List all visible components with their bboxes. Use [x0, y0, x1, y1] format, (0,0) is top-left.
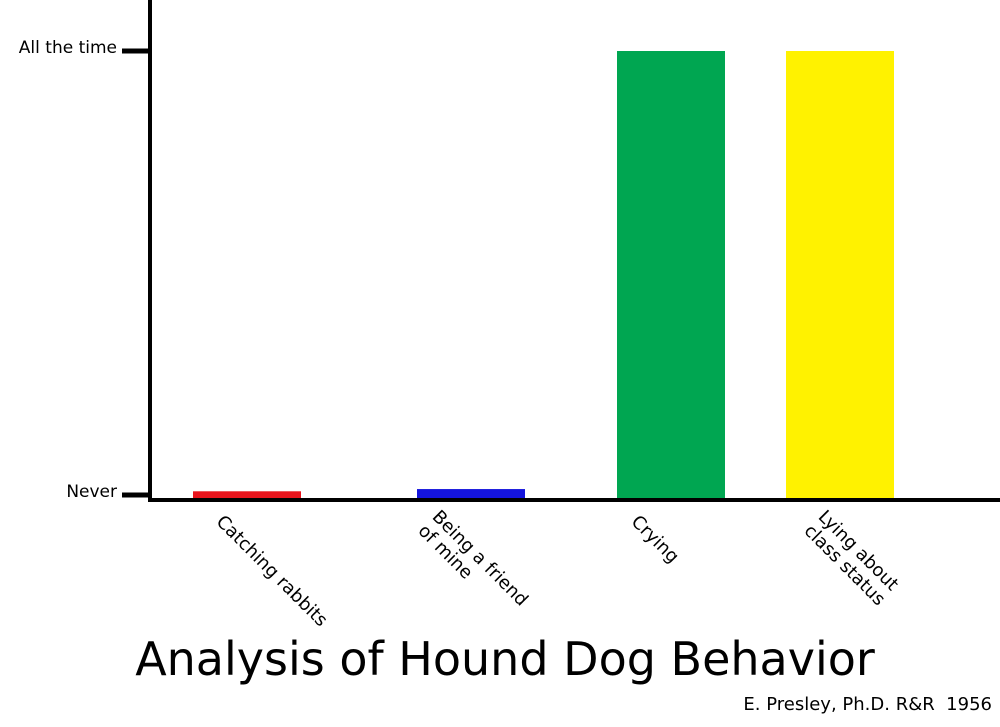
- bar: [417, 489, 525, 498]
- y-tick-label: Never: [66, 482, 117, 502]
- bar: [617, 51, 725, 498]
- credit: E. Presley, Ph.D. R&R 1956: [743, 694, 992, 715]
- bar: [786, 51, 894, 498]
- chart-title: Analysis of Hound Dog Behavior: [135, 632, 875, 686]
- bar: [193, 491, 301, 498]
- y-tick-label: All the time: [19, 38, 117, 58]
